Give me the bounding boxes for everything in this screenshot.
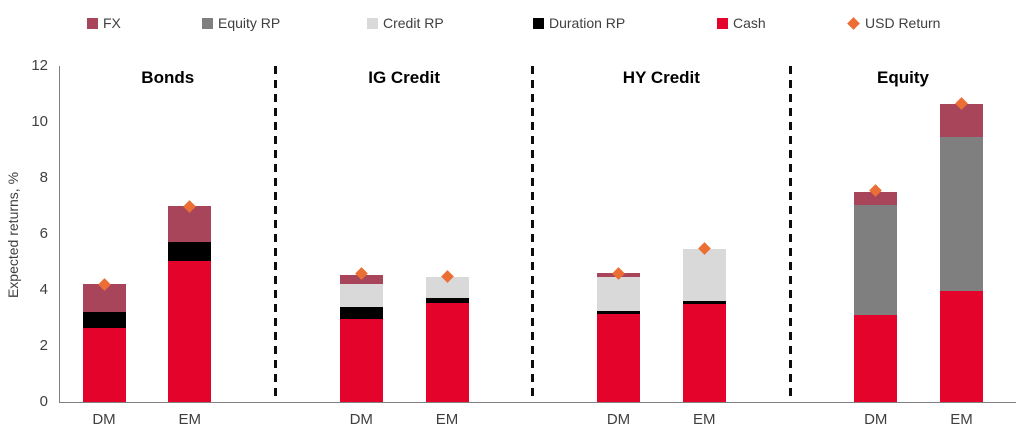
x-axis-label-hy-credit-em: EM: [693, 411, 716, 428]
segment-credit-rp: [425, 277, 469, 299]
segment-duration-rp: [82, 312, 126, 328]
bar-equity-dm: [854, 192, 898, 402]
section-divider: [274, 66, 277, 402]
bar-ig-credit-dm: [339, 274, 383, 402]
segment-cash: [82, 327, 126, 402]
x-axis-label-equity-dm: DM: [864, 411, 888, 428]
segment-duration-rp: [339, 306, 383, 320]
legend-label: Credit RP: [383, 15, 444, 31]
bar-ig-credit-em: [425, 277, 469, 402]
segment-duration-rp: [682, 301, 726, 304]
x-axis-label-bonds-dm: DM: [92, 411, 116, 428]
bar-bonds-em: [168, 206, 212, 402]
x-axis-label-bonds-em: EM: [178, 411, 202, 428]
legend-item-usd-return: USD Return: [847, 15, 941, 31]
segment-cash: [168, 260, 212, 402]
legend-label: FX: [103, 15, 121, 31]
color-swatch-icon: [87, 17, 98, 29]
bar-equity-em: [940, 103, 983, 402]
group-title-ig-credit: IG Credit: [368, 68, 441, 87]
diamond-marker-icon: [847, 16, 860, 30]
legend-label: USD Return: [865, 15, 941, 31]
x-axis-label-ig-credit-dm: DM: [349, 411, 373, 428]
y-tick-label: 12: [31, 57, 48, 74]
segment-credit-rp: [597, 277, 640, 312]
y-tick-label: 10: [31, 113, 48, 130]
segment-cash: [940, 291, 983, 402]
segment-fx: [854, 192, 898, 205]
x-axis-label-hy-credit-dm: DM: [606, 411, 631, 428]
y-tick-label: 0: [39, 393, 48, 410]
group-title-equity: Equity: [877, 68, 929, 87]
color-swatch-icon: [533, 17, 544, 29]
plot-area: Bonds DM EM IG Credit DM EM HY Credit DM EM Equit…: [59, 66, 1016, 428]
segment-cash: [425, 302, 469, 402]
legend-item-cash: Cash: [717, 15, 766, 31]
y-tick-label: 8: [39, 169, 48, 186]
group-title-bonds: Bonds: [141, 68, 195, 87]
segment-equity-rp: [940, 137, 983, 292]
segment-cash: [597, 313, 640, 402]
bar-bonds-dm: [82, 284, 126, 402]
legend-label: Equity RP: [218, 15, 281, 31]
segment-cash: [854, 315, 898, 402]
segment-credit-rp: [682, 249, 726, 302]
segment-duration-rp: [168, 242, 212, 261]
x-axis-label-ig-credit-em: EM: [435, 411, 459, 428]
x-axis-label-equity-em: EM: [950, 411, 973, 428]
segment-credit-rp: [339, 284, 383, 307]
y-tick-label: 4: [39, 281, 48, 298]
segment-cash: [339, 319, 383, 402]
legend-label: Cash: [733, 15, 766, 31]
segment-duration-rp: [425, 298, 469, 303]
segment-duration-rp: [597, 311, 640, 314]
group-title-hy-credit: HY Credit: [622, 68, 700, 87]
segment-equity-rp: [854, 204, 898, 316]
section-divider: [788, 66, 792, 402]
legend-item-duration-rp: Duration RP: [533, 15, 625, 31]
color-swatch-icon: [717, 17, 728, 29]
segment-cash: [682, 304, 726, 402]
legend-label: Duration RP: [549, 15, 626, 31]
color-swatch-icon: [367, 17, 378, 29]
bar-hy-credit-em: [682, 249, 726, 402]
y-tick-label: 2: [39, 337, 48, 354]
y-tick-label: 6: [39, 225, 48, 242]
legend-item-fx: FX: [87, 15, 121, 31]
color-swatch-icon: [202, 17, 213, 29]
bar-hy-credit-dm: [597, 273, 640, 402]
section-divider: [531, 66, 535, 402]
legend-item-credit-rp: Credit RP: [367, 15, 444, 31]
legend-item-equity-rp: Equity RP: [202, 15, 280, 31]
